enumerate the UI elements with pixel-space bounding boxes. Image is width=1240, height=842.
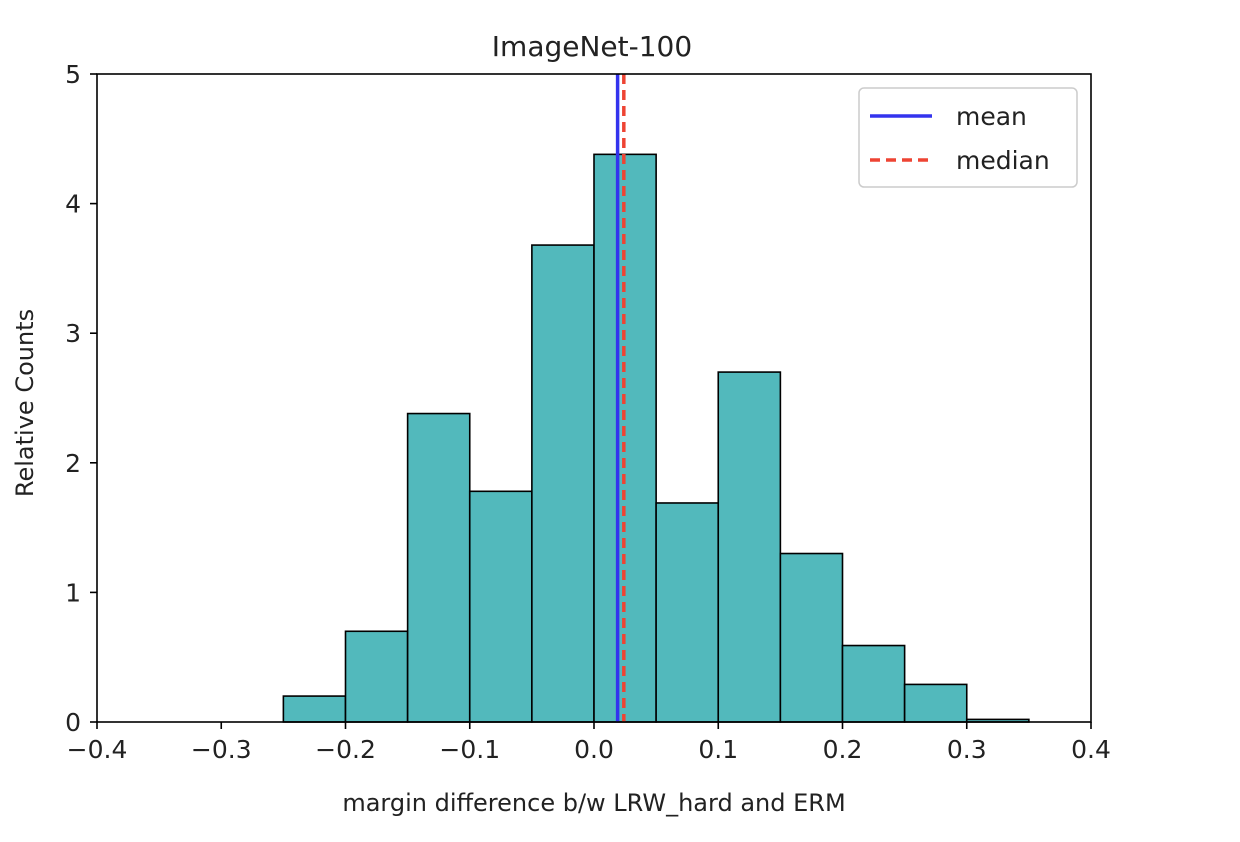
y-axis-ticks: 0 1 2 3 4 5: [65, 60, 97, 737]
legend-box: [858, 87, 1078, 188]
y-tick-label: 2: [65, 449, 81, 478]
x-tick-label: −0.2: [315, 735, 376, 764]
x-tick-label: −0.3: [191, 735, 252, 764]
y-tick-label: 5: [65, 60, 81, 89]
x-tick-label: 0.3: [947, 735, 987, 764]
histogram-bar-7: [717, 371, 782, 723]
y-tick-label: 3: [65, 319, 81, 348]
x-tick-label: 0.1: [698, 735, 738, 764]
legend-median-label: median: [956, 146, 1050, 175]
histogram-bar-9: [841, 644, 906, 723]
y-tick-label: 1: [65, 578, 81, 607]
histogram-bar-8: [779, 552, 844, 723]
x-tick-label: 0.0: [574, 735, 614, 764]
y-tick-label: 0: [65, 708, 81, 737]
histogram-bar-3: [468, 490, 533, 723]
legend-mean-label: mean: [956, 102, 1027, 131]
x-tick-label: 0.4: [1071, 735, 1111, 764]
x-axis-label: margin difference b/w LRW_hard and ERM: [342, 789, 845, 817]
histogram-bar-10: [903, 683, 968, 723]
x-tick-label: −0.4: [67, 735, 128, 764]
x-tick-label: 0.2: [823, 735, 863, 764]
y-tick-label: 4: [65, 190, 81, 219]
chart-title: ImageNet-100: [492, 30, 692, 63]
histogram-bar-1: [344, 630, 409, 723]
histogram-bar-6: [655, 502, 720, 723]
x-axis-ticks: −0.4 −0.3 −0.2 −0.1 0.0 0.1 0.2 0.3 0.4: [67, 722, 1111, 764]
histogram-bar-2: [406, 412, 471, 723]
histogram-bar-4: [531, 244, 595, 723]
histogram-bar-0: [282, 695, 347, 723]
y-axis-label: Relative Counts: [11, 309, 39, 497]
reference-lines: [615, 74, 626, 722]
legend: mean median: [858, 87, 1078, 188]
x-tick-label: −0.1: [439, 735, 500, 764]
histogram-bars: [282, 153, 1030, 723]
